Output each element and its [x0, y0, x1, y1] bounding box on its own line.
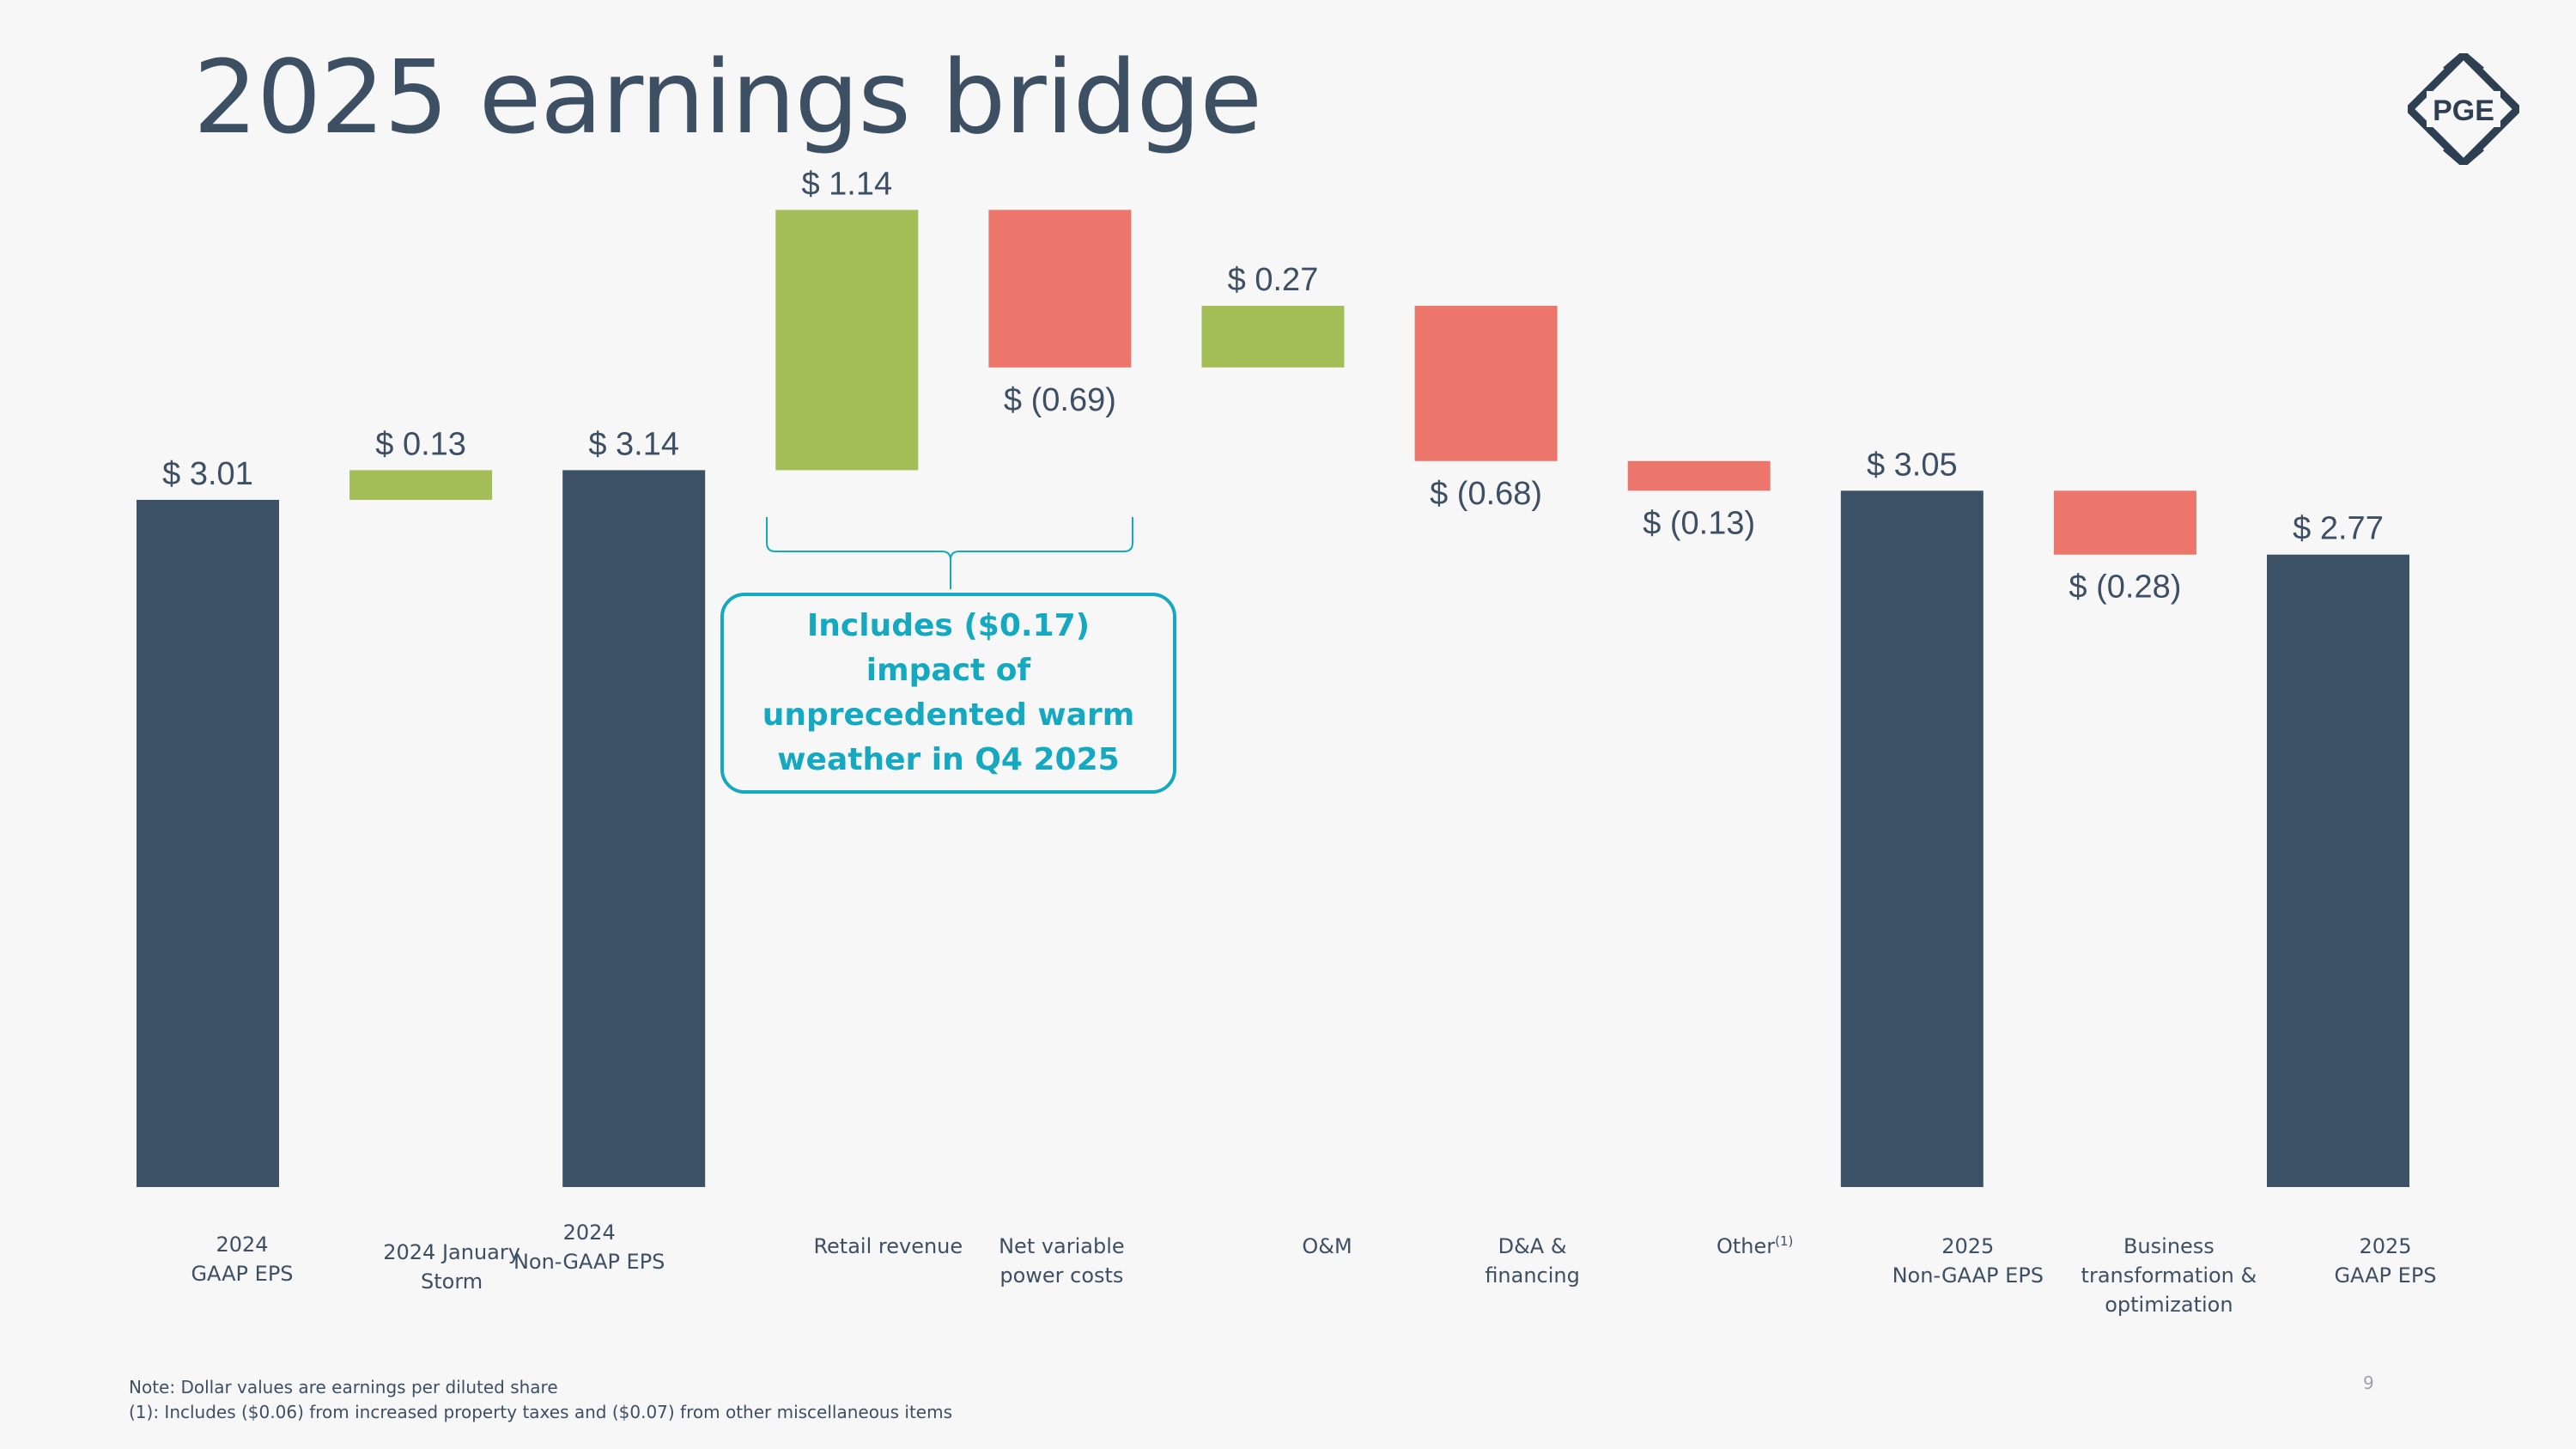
category-label-line: Non-GAAP EPS — [513, 1250, 665, 1274]
bar-value-label: $ 2.77 — [2293, 511, 2384, 547]
page-title: 2025 earnings bridge — [193, 38, 1262, 156]
weather-impact-callout: Includes ($0.17) impact of unprecedented… — [720, 593, 1176, 794]
bar-11 — [2267, 554, 2409, 1187]
category-label: 2024 GAAP EPS — [131, 1230, 354, 1288]
bar-value-label: $ 3.01 — [162, 456, 253, 492]
category-label-line: O&M — [1302, 1234, 1352, 1258]
bar-2 — [349, 470, 493, 500]
category-label: 2025 GAAP EPS — [2274, 1232, 2497, 1290]
bar-7 — [1414, 306, 1558, 461]
pge-logo: PGE — [2408, 53, 2519, 165]
category-label-line: D&A & — [1498, 1234, 1567, 1258]
logo-text: PGE — [2433, 94, 2494, 127]
category-label-line: Other(1) — [1716, 1233, 1794, 1258]
category-label: 2024 January Storm — [340, 1238, 563, 1296]
bar-value-label: $ 1.14 — [801, 166, 892, 202]
category-label-line: 2024 January — [383, 1240, 520, 1264]
category-label: Other(1) — [1643, 1232, 1867, 1261]
category-label: 2025 Non-GAAP EPS — [1856, 1232, 2080, 1290]
category-label-line: optimization — [2105, 1293, 2233, 1317]
bar-3 — [562, 470, 706, 1187]
category-label: O&M — [1216, 1232, 1439, 1261]
footnote-1: (1): Includes ($0.06) from increased pro… — [129, 1402, 952, 1422]
category-label: D&A & financing — [1421, 1232, 1644, 1290]
category-label-line: financing — [1485, 1263, 1580, 1288]
bar-value-label: $ 3.14 — [588, 426, 679, 462]
bar-6 — [1201, 306, 1345, 368]
category-label: Retail revenue — [776, 1232, 999, 1261]
bar-value-label: $ 0.27 — [1228, 262, 1319, 298]
callout-bracket — [766, 517, 1133, 589]
category-label-line: 2025 — [1941, 1234, 1995, 1258]
category-label-line: 2024 — [562, 1221, 616, 1245]
bar-value-label: $ (0.13) — [1643, 505, 1755, 541]
bar-4 — [775, 210, 919, 471]
category-label: Net variable power costs — [950, 1232, 1173, 1290]
bar-1 — [137, 499, 279, 1187]
category-label: 2024 Non-GAAP EPS — [477, 1218, 701, 1276]
bar-value-label: $ 3.05 — [1867, 447, 1958, 483]
footnote-ref: (1) — [1775, 1233, 1794, 1249]
category-label-line: Retail revenue — [813, 1234, 963, 1258]
bar-value-label: $ (0.68) — [1430, 476, 1542, 512]
category-label-line: Non-GAAP EPS — [1892, 1263, 2044, 1288]
bar-value-label: $ (0.28) — [2069, 569, 2181, 606]
category-label-line: transformation & — [2081, 1263, 2257, 1288]
category-label-line: Business — [2123, 1234, 2215, 1258]
bar-9 — [1840, 490, 1984, 1187]
bar-5 — [988, 210, 1132, 368]
footnote-note: Note: Dollar values are earnings per dil… — [129, 1377, 558, 1397]
category-label-line: GAAP EPS — [2334, 1263, 2437, 1288]
bar-value-label: $ (0.69) — [1004, 382, 1116, 418]
category-label-line: power costs — [999, 1263, 1124, 1288]
bar-10 — [2053, 490, 2196, 555]
category-label-line: Net variable — [999, 1234, 1125, 1258]
page-number: 9 — [2363, 1373, 2374, 1393]
bar-value-label: $ 0.13 — [375, 426, 466, 462]
category-label-line: Storm — [421, 1269, 483, 1294]
category-label-line: GAAP EPS — [191, 1262, 294, 1286]
category-label-line: 2024 — [216, 1233, 269, 1257]
bar-8 — [1627, 460, 1771, 491]
category-label: Business transformation & optimization — [2057, 1232, 2281, 1319]
category-label-line: 2025 — [2359, 1234, 2412, 1258]
callout-text: Includes ($0.17) impact of unprecedented… — [762, 608, 1135, 777]
